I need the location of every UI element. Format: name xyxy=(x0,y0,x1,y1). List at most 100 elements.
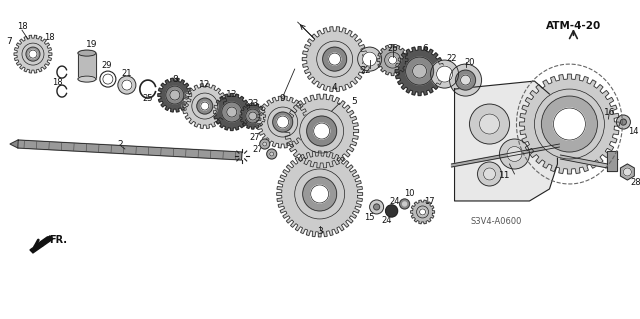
Text: 23: 23 xyxy=(247,99,259,108)
Text: 3: 3 xyxy=(317,227,323,236)
Text: 28: 28 xyxy=(630,178,640,188)
Text: 7: 7 xyxy=(6,37,12,46)
Circle shape xyxy=(477,162,502,186)
Circle shape xyxy=(386,205,397,217)
Polygon shape xyxy=(377,45,408,76)
Circle shape xyxy=(374,204,380,210)
Circle shape xyxy=(620,119,627,125)
Circle shape xyxy=(122,80,132,90)
Circle shape xyxy=(273,112,292,132)
Circle shape xyxy=(201,102,209,110)
Circle shape xyxy=(385,52,401,68)
Circle shape xyxy=(317,41,353,77)
Text: 20: 20 xyxy=(464,58,475,67)
Circle shape xyxy=(420,209,426,215)
Polygon shape xyxy=(520,74,620,174)
Polygon shape xyxy=(158,78,192,112)
Text: 2: 2 xyxy=(117,139,123,149)
Circle shape xyxy=(449,64,481,96)
Circle shape xyxy=(268,107,298,137)
Text: 13: 13 xyxy=(226,90,237,99)
Circle shape xyxy=(456,70,476,90)
Text: 18: 18 xyxy=(17,22,28,31)
Circle shape xyxy=(314,123,330,139)
Circle shape xyxy=(406,57,433,85)
Circle shape xyxy=(222,102,242,122)
Circle shape xyxy=(479,114,499,134)
Text: 10: 10 xyxy=(404,189,415,198)
Polygon shape xyxy=(302,27,367,92)
Text: S3V4-A0600: S3V4-A0600 xyxy=(471,218,522,226)
Circle shape xyxy=(246,109,260,123)
Circle shape xyxy=(417,206,429,218)
Circle shape xyxy=(534,89,604,159)
Circle shape xyxy=(197,98,212,114)
Text: 22: 22 xyxy=(360,66,371,75)
Circle shape xyxy=(276,116,289,128)
Polygon shape xyxy=(18,140,242,160)
Text: 19: 19 xyxy=(86,40,98,48)
Text: 18: 18 xyxy=(52,78,62,86)
Bar xyxy=(78,53,96,79)
Text: 11: 11 xyxy=(499,172,510,181)
Circle shape xyxy=(436,66,452,82)
Text: 29: 29 xyxy=(102,61,112,70)
Circle shape xyxy=(26,47,40,61)
Text: 26: 26 xyxy=(387,44,398,53)
Circle shape xyxy=(413,64,427,78)
Circle shape xyxy=(260,139,269,149)
Circle shape xyxy=(484,168,495,180)
Circle shape xyxy=(329,53,340,65)
Circle shape xyxy=(554,108,586,140)
Circle shape xyxy=(470,104,509,144)
Circle shape xyxy=(118,76,136,94)
Bar xyxy=(78,53,96,79)
Circle shape xyxy=(431,60,458,88)
Text: 6: 6 xyxy=(422,44,428,53)
Text: 12: 12 xyxy=(199,79,211,89)
Polygon shape xyxy=(14,35,52,73)
Polygon shape xyxy=(276,151,363,237)
Circle shape xyxy=(363,52,376,66)
Circle shape xyxy=(370,200,383,214)
Circle shape xyxy=(192,93,218,119)
Text: 25: 25 xyxy=(143,93,153,103)
Circle shape xyxy=(623,168,632,176)
Ellipse shape xyxy=(78,76,96,82)
Polygon shape xyxy=(452,144,559,167)
Text: 14: 14 xyxy=(628,127,639,136)
Text: 15: 15 xyxy=(364,213,375,222)
Circle shape xyxy=(388,56,397,64)
Circle shape xyxy=(323,47,347,71)
Text: 24: 24 xyxy=(381,216,392,226)
Circle shape xyxy=(616,115,630,129)
Polygon shape xyxy=(213,93,250,130)
Circle shape xyxy=(22,43,44,65)
Circle shape xyxy=(307,116,337,146)
Text: 24: 24 xyxy=(389,197,400,206)
Ellipse shape xyxy=(78,50,96,56)
Text: 5: 5 xyxy=(352,97,358,106)
Circle shape xyxy=(249,112,257,120)
Circle shape xyxy=(300,109,344,153)
Circle shape xyxy=(541,96,597,152)
Text: 1: 1 xyxy=(614,152,620,161)
Text: ATM-4-20: ATM-4-20 xyxy=(546,21,601,31)
Circle shape xyxy=(303,177,337,211)
Circle shape xyxy=(358,47,381,71)
Text: 17: 17 xyxy=(424,197,435,206)
Circle shape xyxy=(399,199,410,209)
Polygon shape xyxy=(454,81,557,201)
Text: 8: 8 xyxy=(172,75,178,84)
Text: 16: 16 xyxy=(604,108,615,116)
Circle shape xyxy=(294,169,345,219)
Polygon shape xyxy=(257,96,308,148)
Circle shape xyxy=(461,75,470,85)
Text: 21: 21 xyxy=(122,69,132,78)
Text: FR.: FR. xyxy=(49,235,67,245)
Text: 27: 27 xyxy=(252,145,263,153)
Polygon shape xyxy=(10,140,18,148)
Text: 4: 4 xyxy=(332,83,337,92)
Text: 27: 27 xyxy=(250,132,260,142)
Circle shape xyxy=(170,90,180,100)
